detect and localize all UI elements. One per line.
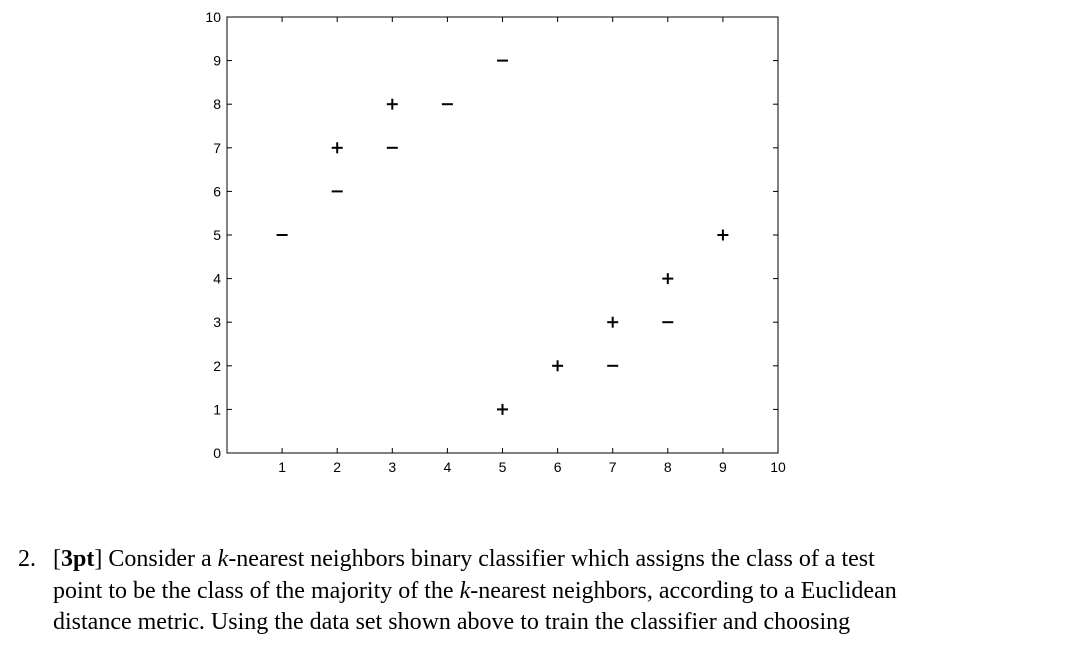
y-tick-label: 8 bbox=[213, 96, 221, 112]
k-symbol: k bbox=[217, 546, 229, 572]
problem-line-2: point to be the class of the majority of… bbox=[18, 576, 1018, 608]
x-tick-label: 2 bbox=[333, 459, 341, 475]
x-tick-label: 8 bbox=[664, 459, 672, 475]
y-tick-label: 3 bbox=[213, 314, 221, 330]
y-tick-label: 2 bbox=[213, 358, 221, 374]
data-points bbox=[276, 59, 729, 415]
plus-marker bbox=[717, 229, 729, 241]
x-tick-label: 4 bbox=[444, 459, 452, 475]
y-tick-label: 6 bbox=[213, 183, 221, 199]
problem-text-1b: -nearest neighbors binary classifier whi… bbox=[228, 546, 875, 572]
axes bbox=[226, 16, 779, 454]
plus-marker bbox=[552, 360, 564, 372]
y-tick-label: 5 bbox=[213, 227, 221, 243]
scatter-chart: 1 2 3 4 5 6 7 8 9 10 0 1 2 3 4 5 6 7 8 9 10 bbox=[205, 9, 786, 475]
problem-statement: 2. [3pt] Consider a k-nearest neighbors b… bbox=[18, 544, 1018, 639]
x-tick-label: 5 bbox=[499, 459, 507, 475]
plus-marker bbox=[331, 142, 343, 154]
problem-text-3: distance metric. Using the data set show… bbox=[53, 609, 851, 635]
problem-line-1: 2. [3pt] Consider a k-nearest neighbors b… bbox=[18, 544, 1018, 576]
x-tick-label: 3 bbox=[388, 459, 396, 475]
plus-marker bbox=[607, 316, 619, 328]
x-tick-label: 10 bbox=[770, 459, 786, 475]
k-symbol: k bbox=[459, 577, 471, 604]
problem-text-2b: -nearest neighbors, according to a Eucli… bbox=[470, 577, 897, 604]
y-tick-label: 1 bbox=[213, 401, 221, 417]
problem-text-1a: Consider a bbox=[102, 546, 218, 572]
y-tick-label: 4 bbox=[213, 271, 221, 287]
problem-text-2a: point to be the class of the majority of… bbox=[53, 577, 460, 604]
problem-number: 2. bbox=[18, 546, 36, 572]
y-tick-label: 10 bbox=[205, 9, 221, 25]
y-tick-label: 0 bbox=[213, 445, 221, 461]
points-open-bracket: [ bbox=[53, 546, 61, 572]
plot-frame bbox=[226, 16, 779, 454]
tick-labels: 1 2 3 4 5 6 7 8 9 10 0 1 2 3 4 5 6 7 8 9 10 bbox=[205, 9, 786, 475]
plus-marker bbox=[386, 98, 398, 110]
x-tick-label: 9 bbox=[719, 459, 727, 475]
problem-line-3: distance metric. Using the data set show… bbox=[18, 607, 1018, 639]
points-close-bracket: ] bbox=[94, 546, 103, 572]
plus-marker bbox=[497, 403, 508, 415]
tick-marks bbox=[227, 16, 779, 454]
x-tick-label: 6 bbox=[554, 459, 562, 475]
y-tick-label: 9 bbox=[213, 53, 221, 69]
x-tick-label: 7 bbox=[609, 459, 617, 475]
x-tick-label: 1 bbox=[278, 459, 286, 475]
plus-marker bbox=[662, 273, 674, 285]
problem-points: 3pt bbox=[61, 546, 95, 572]
y-tick-label: 7 bbox=[213, 140, 221, 156]
